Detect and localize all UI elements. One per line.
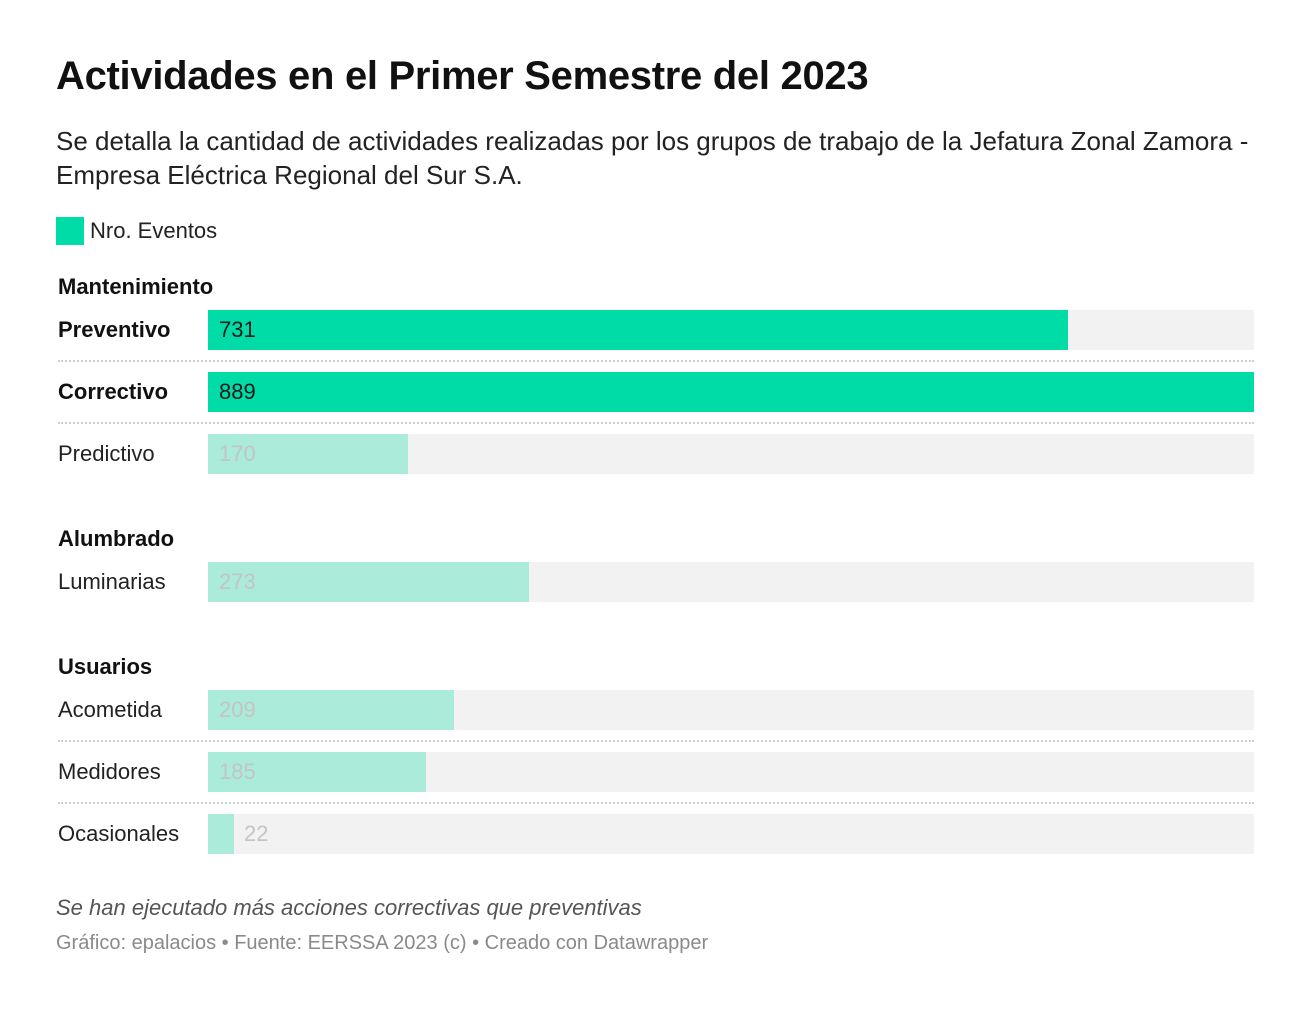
- bar-track-correctivo: 889: [208, 372, 1254, 412]
- row-label-predictivo: Predictivo: [58, 434, 155, 474]
- chart-subtitle: Se detalla la cantidad de actividades re…: [56, 124, 1256, 192]
- row-label-luminarias: Luminarias: [58, 562, 166, 602]
- row-label-ocasionales: Ocasionales: [58, 814, 179, 854]
- bar-value-acometida: 209: [219, 690, 256, 730]
- bar-luminarias: [208, 562, 529, 602]
- legend-label: Nro. Eventos: [90, 218, 217, 244]
- row-divider: [58, 422, 1254, 424]
- group-label-mantenimiento: Mantenimiento: [58, 274, 213, 300]
- bar-value-preventivo: 731: [219, 310, 256, 350]
- row-divider: [58, 360, 1254, 362]
- group-label-usuarios: Usuarios: [58, 654, 152, 680]
- row-label-correctivo: Correctivo: [58, 372, 168, 412]
- chart-note: Se han ejecutado más acciones correctiva…: [56, 895, 642, 921]
- bar-track-predictivo: 170: [208, 434, 1254, 474]
- row-divider: [58, 740, 1254, 742]
- row-divider: [58, 802, 1254, 804]
- bar-value-medidores: 185: [219, 752, 256, 792]
- chart-title: Actividades en el Primer Semestre del 20…: [56, 54, 868, 99]
- legend: Nro. Eventos: [56, 216, 217, 246]
- bar-track-acometida: 209: [208, 690, 1254, 730]
- bar-correctivo: [208, 372, 1254, 412]
- chart-credits: Gráfico: epalacios • Fuente: EERSSA 2023…: [56, 932, 708, 955]
- bar-track-medidores: 185: [208, 752, 1254, 792]
- row-label-medidores: Medidores: [58, 752, 161, 792]
- bar-preventivo: [208, 310, 1068, 350]
- row-label-preventivo: Preventivo: [58, 310, 171, 350]
- bar-value-ocasionales: 22: [244, 814, 268, 854]
- bar-value-luminarias: 273: [219, 562, 256, 602]
- bar-value-correctivo: 889: [219, 372, 256, 412]
- group-label-alumbrado: Alumbrado: [58, 526, 174, 552]
- bar-track-luminarias: 273: [208, 562, 1254, 602]
- bar-track-ocasionales: 22: [208, 814, 1254, 854]
- bar-ocasionales: [208, 814, 234, 854]
- bar-track-preventivo: 731: [208, 310, 1254, 350]
- bar-value-predictivo: 170: [219, 434, 256, 474]
- row-label-acometida: Acometida: [58, 690, 162, 730]
- legend-swatch: [56, 217, 84, 245]
